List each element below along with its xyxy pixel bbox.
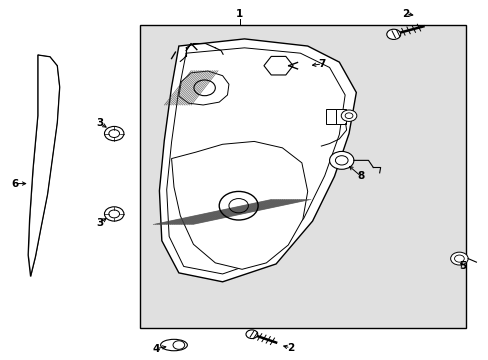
Text: 3: 3	[96, 218, 103, 228]
Text: 6: 6	[11, 179, 19, 189]
Polygon shape	[179, 71, 228, 105]
Bar	[325, 109, 335, 123]
Polygon shape	[159, 39, 356, 282]
Text: 8: 8	[357, 171, 364, 181]
Circle shape	[173, 341, 184, 349]
Text: 1: 1	[236, 9, 243, 19]
Circle shape	[104, 207, 123, 221]
Circle shape	[386, 29, 400, 40]
Polygon shape	[28, 55, 60, 276]
Circle shape	[245, 330, 257, 338]
Bar	[140, 24, 465, 328]
Text: 7: 7	[318, 59, 325, 69]
Polygon shape	[264, 57, 292, 75]
Text: 4: 4	[152, 343, 160, 354]
Circle shape	[341, 110, 356, 121]
Text: 2: 2	[286, 343, 294, 353]
Circle shape	[104, 126, 123, 141]
Polygon shape	[171, 141, 307, 269]
Ellipse shape	[160, 339, 187, 351]
Bar	[335, 109, 345, 123]
Circle shape	[450, 252, 467, 265]
Text: 3: 3	[96, 118, 103, 128]
Text: 5: 5	[459, 261, 466, 271]
Circle shape	[329, 152, 353, 169]
Text: 2: 2	[402, 9, 409, 19]
